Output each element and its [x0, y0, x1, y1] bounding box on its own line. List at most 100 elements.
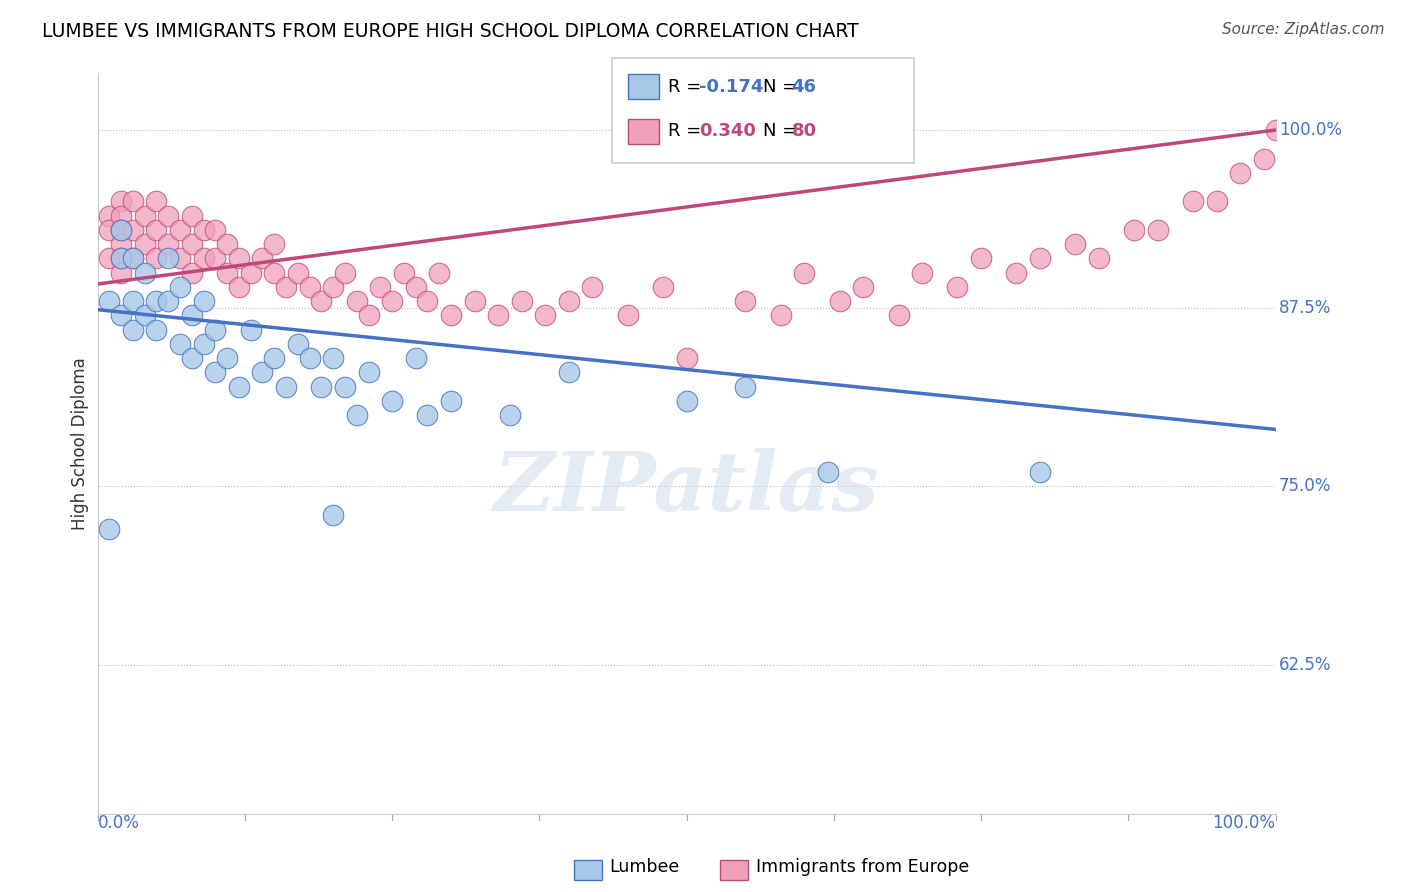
Point [193, 337, 215, 351]
Point [1229, 166, 1251, 180]
Point [134, 266, 156, 280]
Point [204, 323, 226, 337]
Point [346, 294, 368, 309]
Point [333, 379, 356, 393]
Text: 100.0%: 100.0% [1212, 814, 1275, 832]
Point [381, 294, 404, 309]
Point [1088, 252, 1111, 266]
Point [416, 294, 439, 309]
Point [793, 266, 815, 280]
Point [734, 294, 756, 309]
Point [1182, 194, 1205, 209]
Point [1264, 123, 1286, 137]
Point [110, 237, 132, 252]
Point [1005, 266, 1028, 280]
Point [110, 223, 132, 237]
Point [217, 237, 239, 252]
Point [263, 351, 285, 366]
Text: Source: ZipAtlas.com: Source: ZipAtlas.com [1222, 22, 1385, 37]
Point [228, 379, 250, 393]
Point [1029, 252, 1052, 266]
Point [287, 337, 309, 351]
Point [217, 266, 239, 280]
Point [311, 294, 333, 309]
Point [145, 323, 167, 337]
Point [98, 522, 121, 536]
Point [558, 365, 581, 379]
Point [499, 408, 522, 422]
Point [180, 266, 202, 280]
Point [828, 294, 851, 309]
Point [322, 280, 344, 294]
Point [193, 252, 215, 266]
Point [1146, 223, 1168, 237]
Point [169, 252, 191, 266]
Point [346, 408, 368, 422]
Point [510, 294, 533, 309]
Point [274, 280, 297, 294]
Point [427, 266, 450, 280]
Point [145, 194, 167, 209]
Text: LUMBEE VS IMMIGRANTS FROM EUROPE HIGH SCHOOL DIPLOMA CORRELATION CHART: LUMBEE VS IMMIGRANTS FROM EUROPE HIGH SC… [42, 22, 859, 41]
Point [911, 266, 934, 280]
Text: N =: N = [763, 78, 803, 95]
Text: 0.0%: 0.0% [97, 814, 139, 832]
Point [193, 223, 215, 237]
Point [204, 223, 226, 237]
Point [122, 294, 145, 309]
Point [122, 252, 145, 266]
Text: 75.0%: 75.0% [1279, 477, 1331, 495]
Point [440, 309, 463, 323]
Point [463, 294, 485, 309]
Point [405, 351, 427, 366]
Point [440, 393, 463, 408]
Point [134, 209, 156, 223]
Point [852, 280, 875, 294]
Point [204, 252, 226, 266]
Text: 46: 46 [792, 78, 817, 95]
Point [98, 223, 121, 237]
Text: R =: R = [668, 78, 707, 95]
Point [122, 223, 145, 237]
Point [180, 209, 202, 223]
Point [381, 393, 404, 408]
Point [169, 280, 191, 294]
Point [311, 379, 333, 393]
Text: -0.174: -0.174 [699, 78, 763, 95]
Point [228, 280, 250, 294]
Point [970, 252, 993, 266]
Point [145, 252, 167, 266]
Point [98, 209, 121, 223]
Point [110, 309, 132, 323]
Point [558, 294, 581, 309]
Point [581, 280, 603, 294]
Point [274, 379, 297, 393]
Text: 0.340: 0.340 [699, 122, 755, 140]
Point [322, 508, 344, 522]
Point [652, 280, 675, 294]
Point [204, 365, 226, 379]
Point [252, 365, 274, 379]
Point [392, 266, 415, 280]
Point [193, 294, 215, 309]
Point [110, 223, 132, 237]
Point [145, 223, 167, 237]
Text: ZIPatlas: ZIPatlas [494, 448, 879, 528]
Point [110, 252, 132, 266]
Point [110, 209, 132, 223]
Point [217, 351, 239, 366]
Point [228, 252, 250, 266]
Point [239, 323, 262, 337]
Text: Immigrants from Europe: Immigrants from Europe [756, 858, 970, 876]
Point [180, 351, 202, 366]
Point [534, 309, 557, 323]
Point [675, 351, 697, 366]
Point [169, 223, 191, 237]
Point [368, 280, 391, 294]
Point [357, 309, 380, 323]
Point [98, 294, 121, 309]
Point [157, 237, 180, 252]
Point [946, 280, 969, 294]
Point [298, 280, 321, 294]
Point [817, 465, 839, 479]
